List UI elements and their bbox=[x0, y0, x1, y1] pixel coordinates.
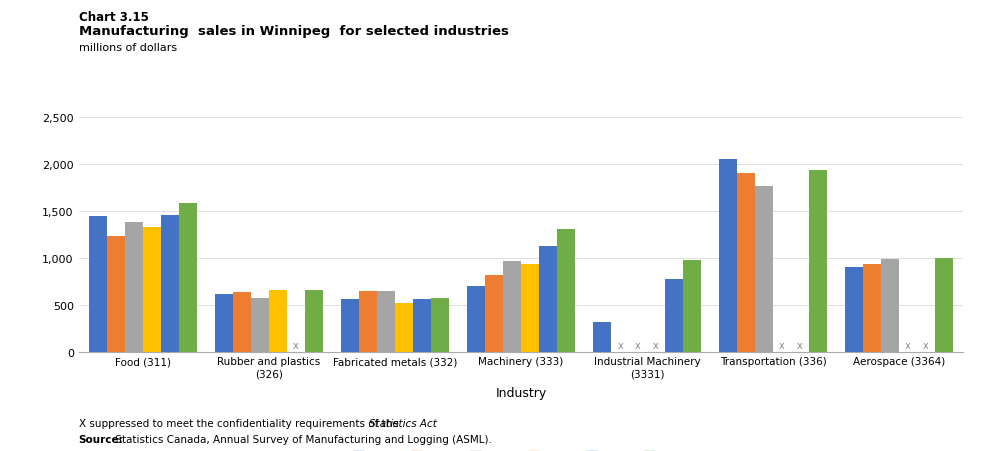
Text: x: x bbox=[923, 340, 929, 350]
Bar bbox=[863, 265, 881, 352]
Bar bbox=[413, 299, 431, 352]
Text: x: x bbox=[635, 340, 641, 350]
Bar bbox=[179, 203, 197, 352]
Bar bbox=[377, 291, 395, 352]
Bar bbox=[503, 262, 521, 352]
Bar bbox=[467, 286, 486, 352]
Bar bbox=[683, 261, 701, 352]
Bar bbox=[161, 216, 179, 352]
Bar bbox=[755, 187, 773, 352]
Bar bbox=[935, 259, 953, 352]
Bar bbox=[89, 216, 107, 352]
Text: Chart 3.15: Chart 3.15 bbox=[79, 11, 148, 24]
Text: millions of dollars: millions of dollars bbox=[79, 43, 177, 53]
Bar bbox=[809, 171, 827, 352]
Bar bbox=[107, 236, 125, 352]
Bar bbox=[720, 160, 737, 352]
Bar bbox=[556, 230, 575, 352]
Bar bbox=[215, 294, 233, 352]
X-axis label: Industry: Industry bbox=[495, 387, 547, 400]
Text: x: x bbox=[797, 340, 803, 350]
Bar bbox=[486, 276, 503, 352]
Text: x: x bbox=[293, 340, 299, 350]
Text: Manufacturing  sales in Winnipeg  for selected industries: Manufacturing sales in Winnipeg for sele… bbox=[79, 25, 508, 38]
Bar bbox=[233, 292, 251, 352]
Bar bbox=[125, 222, 144, 352]
Text: x: x bbox=[780, 340, 784, 350]
Bar bbox=[845, 268, 863, 352]
Text: x: x bbox=[617, 340, 623, 350]
Text: Statistics Canada, Annual Survey of Manufacturing and Logging (ASML).: Statistics Canada, Annual Survey of Manu… bbox=[112, 434, 492, 444]
Bar bbox=[269, 290, 287, 352]
Text: Statistics Act: Statistics Act bbox=[370, 419, 437, 428]
Bar bbox=[539, 247, 556, 352]
Bar bbox=[594, 323, 611, 352]
Bar bbox=[665, 279, 683, 352]
Text: x: x bbox=[905, 340, 911, 350]
Bar bbox=[305, 291, 322, 352]
Bar bbox=[359, 291, 377, 352]
Bar bbox=[395, 304, 413, 352]
Bar bbox=[341, 299, 359, 352]
Bar bbox=[144, 228, 161, 352]
Text: Source:: Source: bbox=[79, 434, 124, 444]
Text: X suppressed to meet the confidentiality requirements of the: X suppressed to meet the confidentiality… bbox=[79, 419, 402, 428]
Bar bbox=[521, 265, 539, 352]
Bar bbox=[737, 174, 755, 352]
Text: x: x bbox=[653, 340, 659, 350]
Bar bbox=[881, 260, 898, 352]
Legend: 2007, 2008, 2009, 2010, 2011, 2012: 2007, 2008, 2009, 2010, 2011, 2012 bbox=[349, 446, 693, 451]
Bar bbox=[431, 298, 448, 352]
Bar bbox=[251, 299, 269, 352]
